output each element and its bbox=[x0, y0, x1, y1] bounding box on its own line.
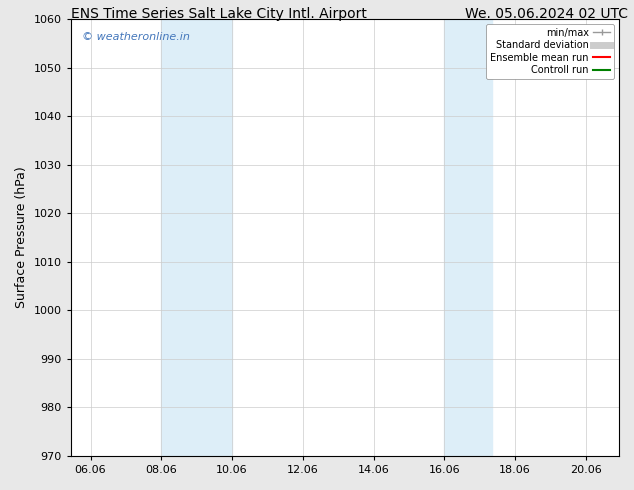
Legend: min/max, Standard deviation, Ensemble mean run, Controll run: min/max, Standard deviation, Ensemble me… bbox=[486, 24, 614, 79]
Text: We. 05.06.2024 02 UTC: We. 05.06.2024 02 UTC bbox=[465, 7, 628, 22]
Text: © weatheronline.in: © weatheronline.in bbox=[82, 32, 190, 42]
Y-axis label: Surface Pressure (hPa): Surface Pressure (hPa) bbox=[15, 167, 28, 308]
Text: ENS Time Series Salt Lake City Intl. Airport: ENS Time Series Salt Lake City Intl. Air… bbox=[71, 7, 366, 22]
Bar bbox=[444, 19, 491, 456]
Bar bbox=[161, 19, 232, 456]
